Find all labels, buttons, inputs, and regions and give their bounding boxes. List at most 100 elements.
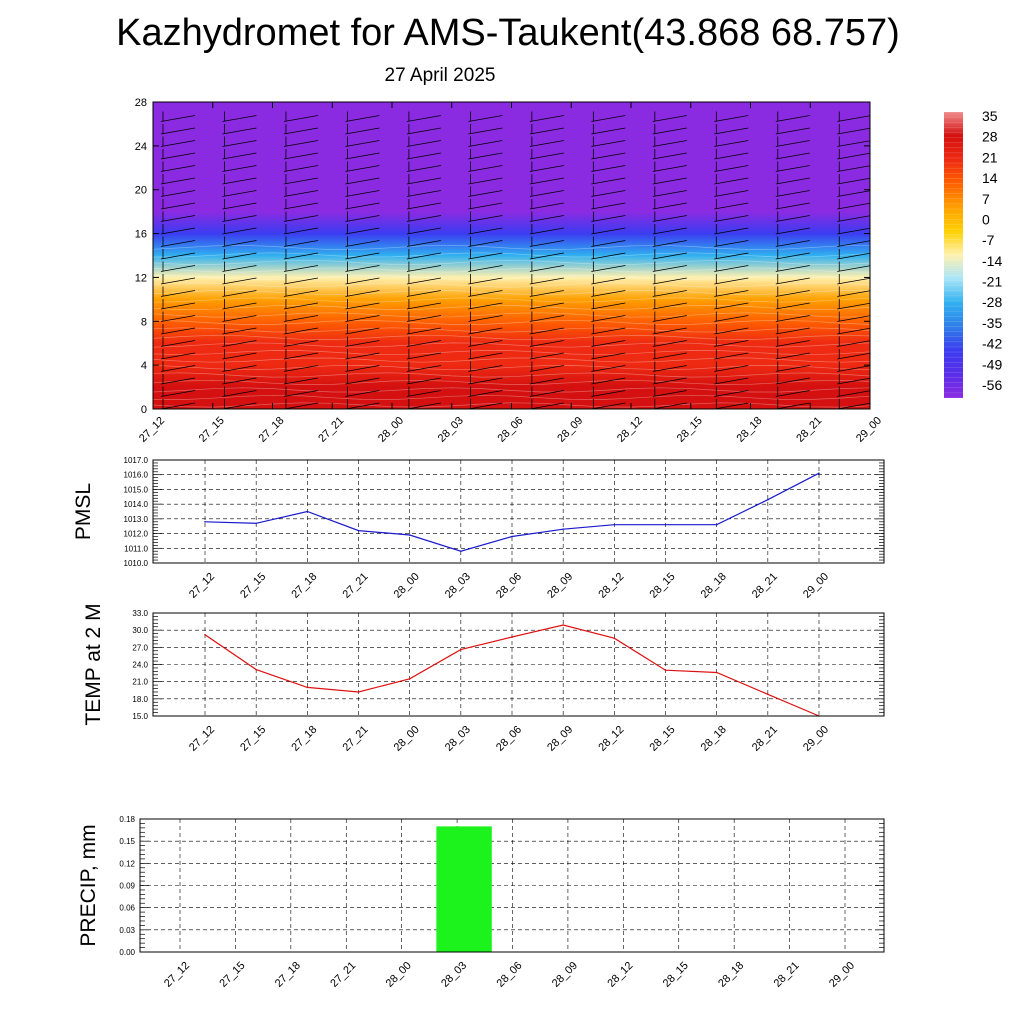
wind-barb [406, 249, 441, 260]
wind-barb [652, 111, 687, 122]
wind-barb [652, 286, 687, 297]
x-tick-label: 28_03 [443, 571, 473, 601]
wind-barb [160, 274, 196, 285]
wind-barb [222, 261, 257, 272]
wind-barb [591, 299, 626, 310]
wind-barb [222, 311, 257, 322]
wind-barb [652, 199, 687, 210]
x-tick-label: 28_12 [596, 571, 626, 601]
temperature-field [153, 102, 870, 409]
wind-barb [406, 399, 441, 409]
contour-line [153, 252, 870, 258]
wind-barb [160, 286, 196, 297]
wind-barb [283, 249, 319, 260]
contour-line [153, 297, 870, 303]
precip-bar [436, 826, 492, 952]
wind-barb [222, 211, 257, 222]
contour-line [153, 394, 870, 400]
wind-barb [529, 236, 564, 247]
wind-barb [775, 286, 810, 297]
wind-barb [775, 161, 810, 172]
wind-barb [406, 299, 441, 310]
wind-barb [591, 199, 626, 210]
y-tick-label: 1010.0 [124, 559, 149, 568]
x-tick-label: 27_18 [257, 415, 287, 445]
y-tick-label: 0 [141, 404, 147, 416]
x-tick-label: 28_06 [495, 960, 525, 990]
wind-barb [529, 361, 564, 372]
x-tick-label: 27_21 [341, 724, 371, 754]
x-tick-label: 28_09 [545, 724, 575, 754]
wind-barb [160, 149, 196, 160]
y-tick-label: 0.18 [119, 815, 135, 824]
wind-barb [714, 261, 749, 272]
wind-barb [837, 299, 870, 310]
wind-barb [775, 186, 810, 197]
wind-barb [468, 249, 503, 260]
wind-barb [652, 211, 687, 222]
wind-barb [468, 149, 503, 160]
wind-barb [222, 374, 257, 385]
wind-barb [529, 349, 564, 360]
wind-barb [837, 249, 870, 260]
temp-2m-panel: 15.0 18.0 21.0 24.0 27.0 30.0 33.0 27_12 27_15 27… [82, 603, 885, 754]
x-tick-label: 28_06 [494, 571, 524, 601]
wind-barb [160, 124, 196, 135]
wind-barb [529, 336, 564, 347]
data-point [613, 523, 616, 526]
wind-barb [837, 386, 870, 397]
wind-barb [160, 311, 196, 322]
data-point [255, 522, 257, 525]
wind-barb [160, 224, 196, 235]
wind-barb [529, 174, 564, 185]
wind-barb [775, 361, 810, 372]
wind-barb [837, 136, 870, 147]
contour-line [153, 312, 870, 318]
wind-barb [283, 361, 319, 372]
y-tick-label: 0.09 [119, 882, 135, 891]
wind-barb [283, 224, 319, 235]
y-tick-label: 0.03 [119, 926, 135, 935]
contour-line [153, 372, 870, 378]
colorbar-label: -28 [982, 294, 1002, 310]
wind-barb [529, 274, 564, 285]
wind-barb [529, 111, 564, 122]
wind-barb [775, 274, 810, 285]
y-tick-label: 1012.0 [124, 530, 149, 539]
y-axis-label: TEMP at 2 M [82, 603, 105, 725]
wind-barb [714, 199, 749, 210]
wind-barb [283, 186, 319, 197]
wind-barb [591, 136, 626, 147]
x-tick-label: 27_15 [197, 415, 227, 445]
wind-barb [714, 124, 749, 135]
wind-barb [837, 124, 870, 135]
wind-barb [714, 349, 749, 360]
wind-barb [837, 311, 870, 322]
wind-barb [591, 161, 626, 172]
wind-barb [652, 224, 687, 235]
contour-line [153, 365, 870, 371]
data-point [715, 523, 718, 526]
chart-title: Kazhydromet for AMS-Taukent(43.868 68.75… [116, 12, 900, 54]
wind-barb [652, 261, 687, 272]
x-tick-label: 28_21 [772, 960, 802, 990]
wind-barb [283, 261, 319, 272]
wind-barb [775, 261, 810, 272]
wind-barb [283, 199, 319, 210]
data-point [204, 633, 206, 636]
wind-barb [775, 199, 810, 210]
contour-line [153, 267, 870, 273]
wind-barb [222, 274, 257, 285]
wind-barb [160, 361, 196, 372]
wind-barb [160, 211, 196, 222]
y-tick-label: 16 [135, 229, 147, 241]
y-axis-label: PMSL [72, 483, 95, 540]
wind-barb [406, 174, 441, 185]
wind-barb [406, 124, 441, 135]
y-tick-label: 20 [135, 185, 147, 197]
colorbar-label: 0 [982, 211, 990, 227]
wind-barb [775, 136, 810, 147]
wind-barb [468, 286, 503, 297]
wind-barb [283, 149, 319, 160]
wind-barb [222, 224, 257, 235]
